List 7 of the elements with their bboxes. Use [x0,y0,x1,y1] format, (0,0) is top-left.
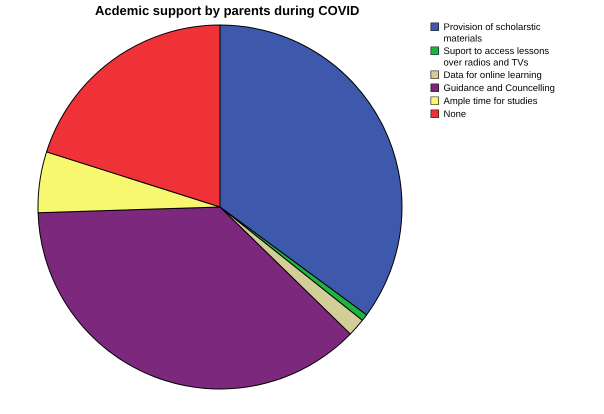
legend-label: Ample time for studies [444,96,538,107]
legend-label: Provision of scholarstic materials [444,22,541,44]
legend-label: Suport to access lessons over radios and TVs [444,46,550,68]
legend-label: Data for online learning [444,70,542,81]
legend-label: None [444,108,466,120]
legend-label: Guidance and Councelling [444,82,555,94]
chart-title: Acdemic support by parents during COVID [95,3,360,18]
